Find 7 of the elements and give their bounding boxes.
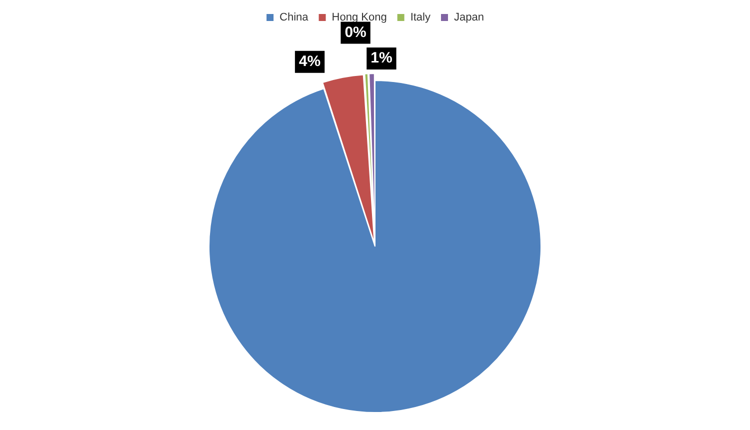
legend-label: Japan [454,12,484,24]
data-label: 4% [298,52,321,70]
data-label: 1% [370,50,392,67]
legend-label: Hong Kong [332,12,387,24]
data-label: 0% [344,24,366,41]
legend-label: China [280,12,310,24]
legend-label: Italy [410,12,431,24]
